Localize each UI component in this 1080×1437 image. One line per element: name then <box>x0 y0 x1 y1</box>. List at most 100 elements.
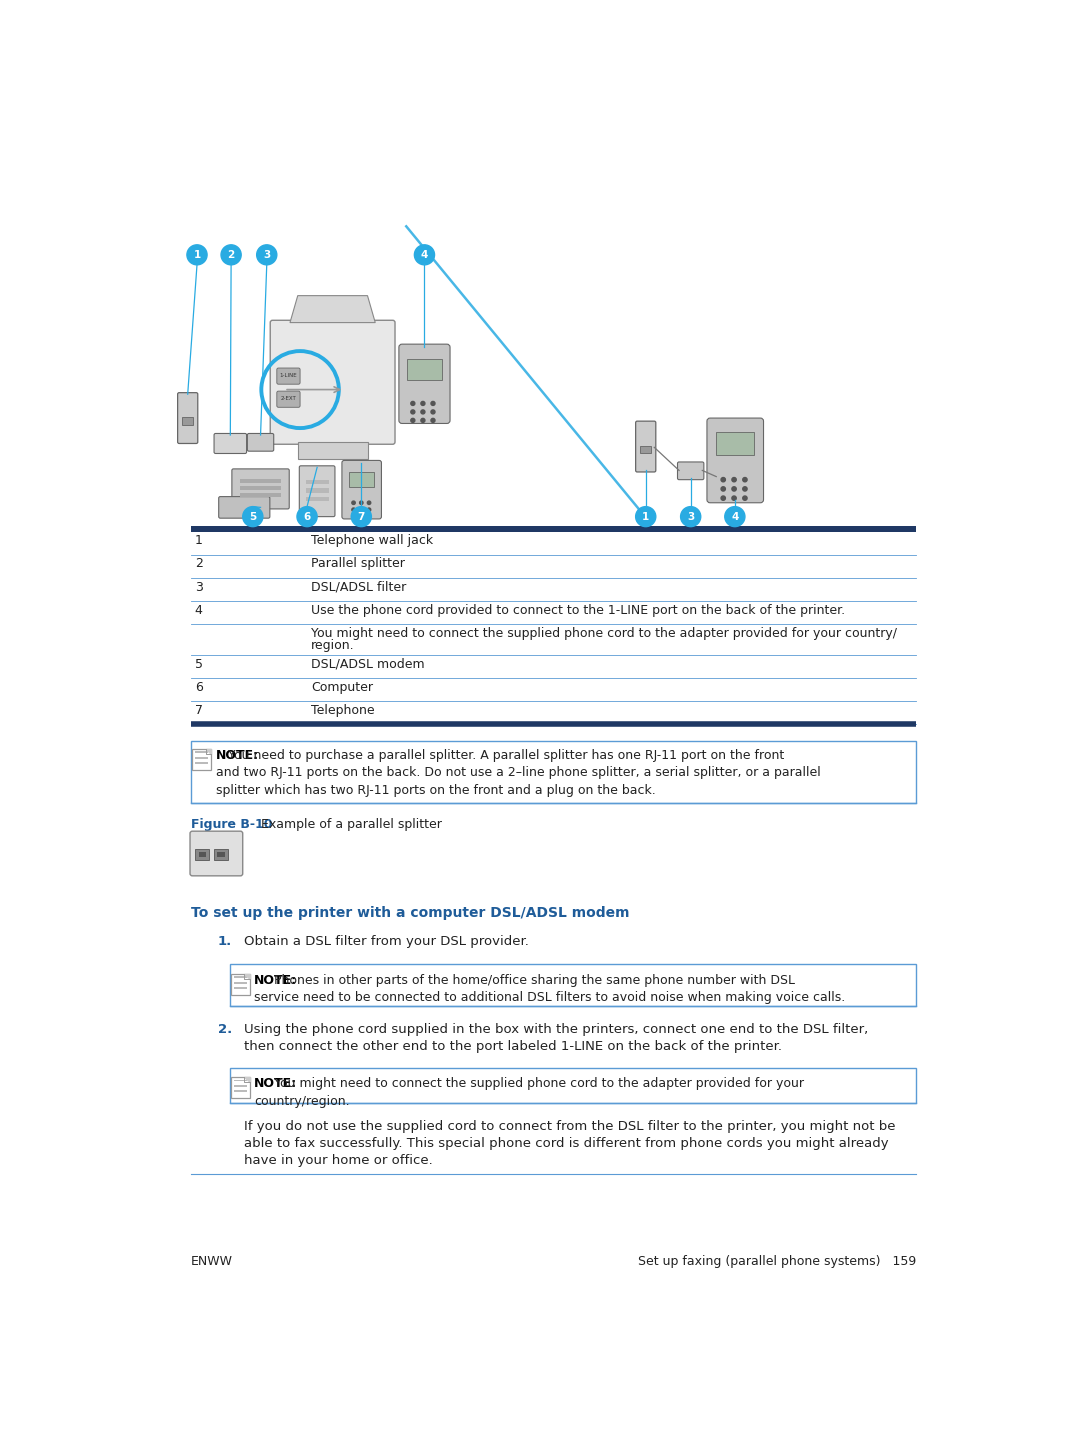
Circle shape <box>415 244 434 264</box>
FancyBboxPatch shape <box>299 466 335 517</box>
Circle shape <box>187 244 207 264</box>
Bar <box>199 852 206 856</box>
Circle shape <box>410 410 415 414</box>
Text: 1.: 1. <box>218 935 232 948</box>
FancyBboxPatch shape <box>190 831 243 875</box>
Text: NOTE:: NOTE: <box>255 974 297 987</box>
Text: Set up faxing (parallel phone systems)   159: Set up faxing (parallel phone systems) 1… <box>638 1256 916 1269</box>
Text: 2.: 2. <box>218 1023 232 1036</box>
Bar <box>234 1079 246 1082</box>
Circle shape <box>367 509 370 512</box>
Text: Figure B-10: Figure B-10 <box>191 818 272 831</box>
Bar <box>195 849 210 859</box>
Bar <box>349 471 375 487</box>
Circle shape <box>352 502 355 504</box>
Bar <box>306 489 328 493</box>
Bar <box>192 749 211 770</box>
Bar <box>234 1085 246 1086</box>
Text: 5: 5 <box>194 658 203 671</box>
Circle shape <box>721 487 726 491</box>
Bar <box>214 849 228 859</box>
Circle shape <box>732 477 737 481</box>
Bar <box>234 976 246 979</box>
Circle shape <box>243 507 262 526</box>
FancyBboxPatch shape <box>270 320 395 444</box>
Circle shape <box>732 496 737 500</box>
Bar <box>230 1068 916 1104</box>
Text: 1: 1 <box>643 512 649 522</box>
Text: NOTE:: NOTE: <box>255 1076 297 1089</box>
Text: ENWW: ENWW <box>191 1256 233 1269</box>
Circle shape <box>360 514 363 519</box>
Text: then connect the other end to the port labeled 1-LINE on the back of the printer: then connect the other end to the port l… <box>243 1040 782 1053</box>
Text: Telephone: Telephone <box>311 704 375 717</box>
Circle shape <box>367 514 370 519</box>
Circle shape <box>352 509 355 512</box>
Text: 1: 1 <box>193 250 201 260</box>
Circle shape <box>743 477 747 481</box>
Text: 2-EXT: 2-EXT <box>281 397 296 401</box>
Circle shape <box>431 418 435 422</box>
Text: country/region.: country/region. <box>255 1095 350 1108</box>
FancyBboxPatch shape <box>707 418 764 503</box>
FancyBboxPatch shape <box>218 497 270 519</box>
FancyBboxPatch shape <box>636 421 656 471</box>
FancyBboxPatch shape <box>177 392 198 444</box>
Bar <box>183 417 193 425</box>
Text: 3: 3 <box>264 250 270 260</box>
Text: You need to purchase a parallel splitter. A parallel splitter has one RJ-11 port: You need to purchase a parallel splitter… <box>216 749 784 762</box>
Text: Using the phone cord supplied in the box with the printers, connect one end to t: Using the phone cord supplied in the box… <box>243 1023 867 1036</box>
Bar <box>240 479 282 483</box>
Text: 4: 4 <box>421 250 428 260</box>
Text: and two RJ-11 ports on the back. Do not use a 2–line phone splitter, a serial sp: and two RJ-11 ports on the back. Do not … <box>216 766 821 779</box>
Bar <box>234 1091 246 1092</box>
Text: able to fax successfully. This special phone cord is different from phone cords : able to fax successfully. This special p… <box>243 1137 888 1150</box>
Bar <box>306 497 328 502</box>
Bar <box>234 981 246 984</box>
Bar <box>191 526 916 532</box>
Text: Example of a parallel splitter: Example of a parallel splitter <box>253 818 442 831</box>
Bar <box>195 752 207 753</box>
Bar <box>240 486 282 490</box>
Bar <box>191 741 916 803</box>
Circle shape <box>743 496 747 500</box>
Bar <box>135 207 972 523</box>
Circle shape <box>421 418 424 422</box>
FancyBboxPatch shape <box>399 343 450 424</box>
Text: DSL/ADSL modem: DSL/ADSL modem <box>311 658 424 671</box>
Text: 3: 3 <box>687 512 694 522</box>
Text: 7: 7 <box>194 704 203 717</box>
Text: You might need to connect the supplied phone cord to the adapter provided for yo: You might need to connect the supplied p… <box>311 627 896 639</box>
FancyBboxPatch shape <box>214 434 246 454</box>
FancyBboxPatch shape <box>232 468 289 509</box>
Circle shape <box>367 502 370 504</box>
Text: You might need to connect the supplied phone cord to the adapter provided for yo: You might need to connect the supplied p… <box>255 1076 805 1089</box>
Circle shape <box>680 507 701 526</box>
Bar <box>195 757 207 759</box>
Text: splitter which has two RJ-11 ports on the front and a plug on the back.: splitter which has two RJ-11 ports on th… <box>216 785 656 798</box>
Text: 3: 3 <box>194 581 203 593</box>
Circle shape <box>431 401 435 405</box>
Circle shape <box>360 509 363 512</box>
Circle shape <box>636 507 656 526</box>
Text: Phones in other parts of the home/office sharing the same phone number with DSL: Phones in other parts of the home/office… <box>255 974 795 987</box>
Text: 2: 2 <box>194 558 203 570</box>
Bar <box>407 359 442 381</box>
Circle shape <box>721 496 726 500</box>
FancyBboxPatch shape <box>677 461 704 480</box>
Polygon shape <box>244 974 249 979</box>
Text: 1-LINE: 1-LINE <box>280 374 297 378</box>
Circle shape <box>421 410 424 414</box>
Text: Parallel splitter: Parallel splitter <box>311 558 405 570</box>
Circle shape <box>297 507 318 526</box>
Bar <box>716 433 754 456</box>
Circle shape <box>410 418 415 422</box>
Text: 5: 5 <box>249 512 256 522</box>
Text: 7: 7 <box>357 512 365 522</box>
Text: have in your home or office.: have in your home or office. <box>243 1154 432 1167</box>
Circle shape <box>257 244 276 264</box>
Bar <box>231 1076 249 1098</box>
Text: Computer: Computer <box>311 681 373 694</box>
Polygon shape <box>205 749 211 754</box>
Text: To set up the printer with a computer DSL/ADSL modem: To set up the printer with a computer DS… <box>191 905 630 920</box>
